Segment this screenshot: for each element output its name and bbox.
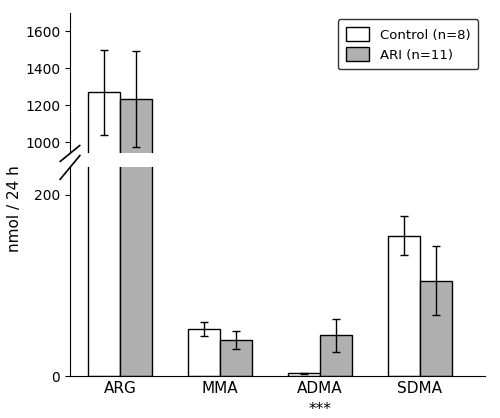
Bar (120, 99, 152, 328)
Bar (320, 319, 352, 328)
Bar (388, 299, 420, 328)
Bar (188, 318, 220, 328)
Bar (220, 340, 252, 376)
Bar (88, 92, 120, 328)
Bar (288, 373, 320, 376)
Bar (220, 320, 252, 328)
Bar (188, 329, 220, 376)
Text: nmol / 24 h: nmol / 24 h (8, 166, 22, 252)
Legend: Control (n=8), ARI (n=11): Control (n=8), ARI (n=11) (338, 19, 478, 69)
Bar (320, 335, 352, 376)
Bar (88, 0, 120, 376)
Bar (420, 308, 452, 328)
Bar (420, 281, 452, 376)
Bar (388, 235, 420, 376)
Bar (288, 327, 320, 328)
Text: ***: *** (308, 402, 332, 417)
Bar (120, 0, 152, 376)
